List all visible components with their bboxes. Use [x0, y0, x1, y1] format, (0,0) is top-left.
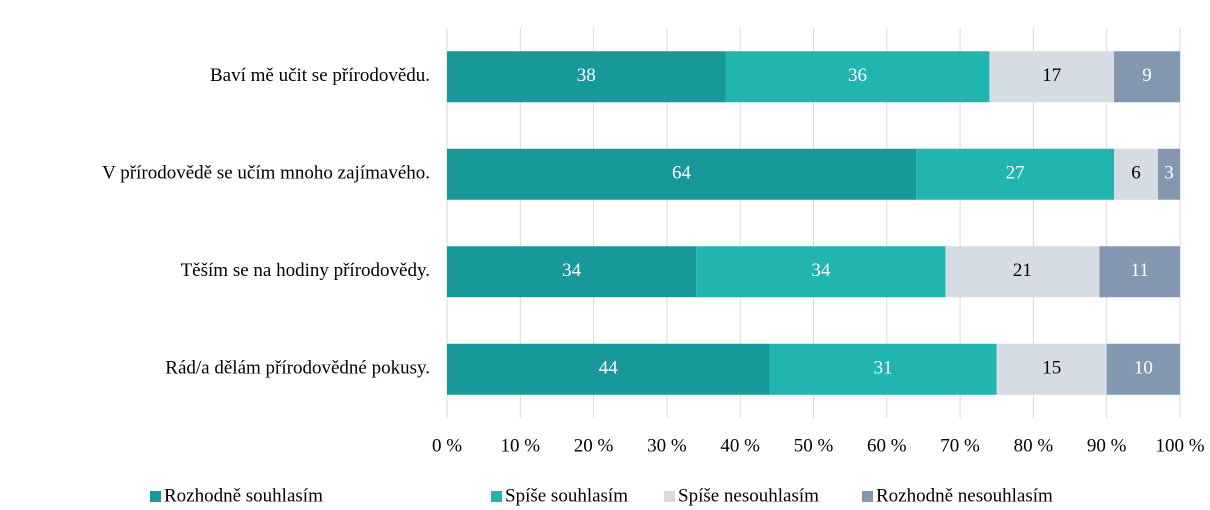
data-label: 36 [848, 65, 867, 86]
x-tick-label: 30 % [647, 435, 687, 456]
y-tick-label: Baví mě učit se přírodovědu. [210, 65, 430, 86]
bar-segment [996, 343, 1107, 395]
legend-swatch [664, 491, 675, 502]
y-tick-label: Těším se na hodiny přírodovědy. [181, 260, 430, 281]
legend-swatch [150, 491, 161, 502]
x-tick-label: 70 % [940, 435, 980, 456]
x-tick-label: 10 % [501, 435, 541, 456]
bar-segment [769, 343, 997, 395]
data-label: 17 [1042, 65, 1061, 86]
x-tick-label: 40 % [720, 435, 760, 456]
bar-segment [447, 51, 726, 103]
x-tick-label: 20 % [574, 435, 614, 456]
data-label: 10 [1134, 358, 1153, 379]
bar-segment [916, 148, 1115, 200]
data-label: 34 [562, 260, 582, 281]
data-label: 27 [1006, 163, 1025, 184]
bar-segment [447, 246, 697, 298]
bar-segment [1114, 51, 1180, 103]
data-label: 64 [672, 163, 692, 184]
x-tick-label: 50 % [794, 435, 834, 456]
data-label: 3 [1164, 163, 1174, 184]
y-tick-label: Rád/a dělám přírodovědné pokusy. [165, 358, 430, 379]
data-label: 11 [1131, 260, 1149, 281]
legend-label: Spíše nesouhlasím [678, 485, 819, 506]
data-label: 15 [1042, 358, 1061, 379]
data-label: 6 [1131, 163, 1141, 184]
data-label: 21 [1013, 260, 1032, 281]
legend-swatch [862, 491, 873, 502]
x-tick-label: 90 % [1087, 435, 1127, 456]
bar-segment [1158, 148, 1180, 200]
legend-label: Spíše souhlasím [505, 485, 628, 506]
bar-segment [1106, 343, 1180, 395]
legend-label: Rozhodně nesouhlasím [876, 485, 1053, 506]
x-tick-label: 100 % [1155, 435, 1204, 456]
data-label: 31 [874, 358, 893, 379]
bar-segment [447, 343, 770, 395]
bar-segment [447, 148, 917, 200]
bar-segment [1114, 148, 1159, 200]
data-label: 38 [577, 65, 596, 86]
y-tick-label: V přírodovědě se učím mnoho zajímavého. [102, 163, 430, 184]
bar-segment [696, 246, 946, 298]
bar-segment [1099, 246, 1180, 298]
legend-swatch [491, 491, 502, 502]
x-tick-label: 80 % [1014, 435, 1054, 456]
data-label: 44 [599, 358, 619, 379]
data-label: 9 [1142, 65, 1152, 86]
bar-segment [945, 246, 1100, 298]
bar-segment [725, 51, 990, 103]
data-label: 34 [811, 260, 831, 281]
x-tick-label: 0 % [432, 435, 462, 456]
bar-segment [989, 51, 1115, 103]
legend-label: Rozhodně souhlasím [164, 485, 323, 506]
x-tick-label: 60 % [867, 435, 907, 456]
